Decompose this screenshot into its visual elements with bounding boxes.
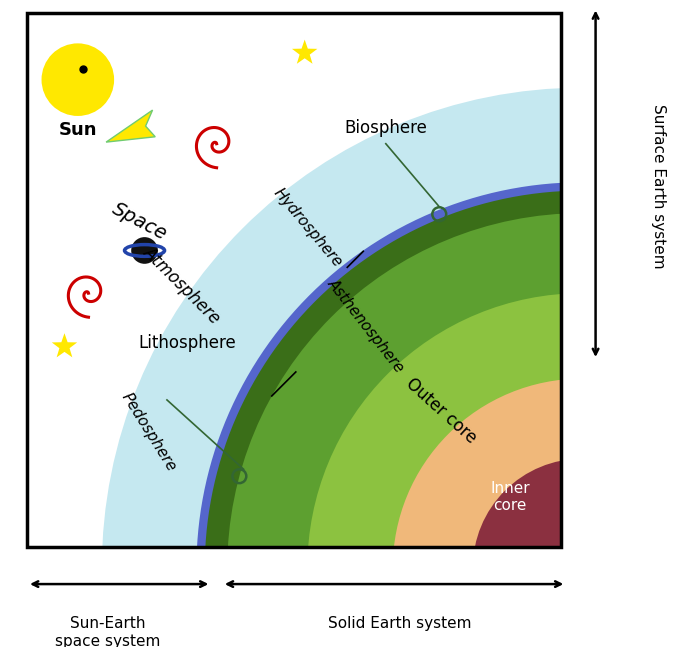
Text: Pedosphere: Pedosphere — [118, 390, 179, 474]
Text: Space: Space — [108, 199, 170, 243]
Polygon shape — [52, 333, 77, 357]
Wedge shape — [393, 378, 582, 568]
Text: Lithosphere: Lithosphere — [139, 334, 236, 352]
Text: Hydrosphere: Hydrosphere — [270, 185, 344, 270]
Wedge shape — [102, 88, 582, 568]
Text: Surface Earth system: Surface Earth system — [651, 104, 666, 269]
Wedge shape — [228, 213, 582, 568]
Text: Sun: Sun — [59, 121, 97, 139]
Text: Inner
core: Inner core — [491, 481, 530, 513]
Text: Sun-Earth
space system: Sun-Earth space system — [55, 616, 160, 647]
Circle shape — [131, 237, 158, 264]
Text: Atmosphere: Atmosphere — [140, 243, 224, 327]
Polygon shape — [292, 39, 317, 64]
Text: Biosphere: Biosphere — [344, 118, 427, 137]
Wedge shape — [307, 293, 582, 568]
Polygon shape — [106, 110, 155, 142]
Text: Solid Earth system: Solid Earth system — [328, 616, 472, 631]
Wedge shape — [201, 186, 582, 568]
Text: Asthenosphere: Asthenosphere — [325, 276, 407, 375]
Circle shape — [41, 43, 114, 116]
Text: Outer core: Outer core — [402, 375, 480, 447]
Wedge shape — [473, 459, 582, 568]
